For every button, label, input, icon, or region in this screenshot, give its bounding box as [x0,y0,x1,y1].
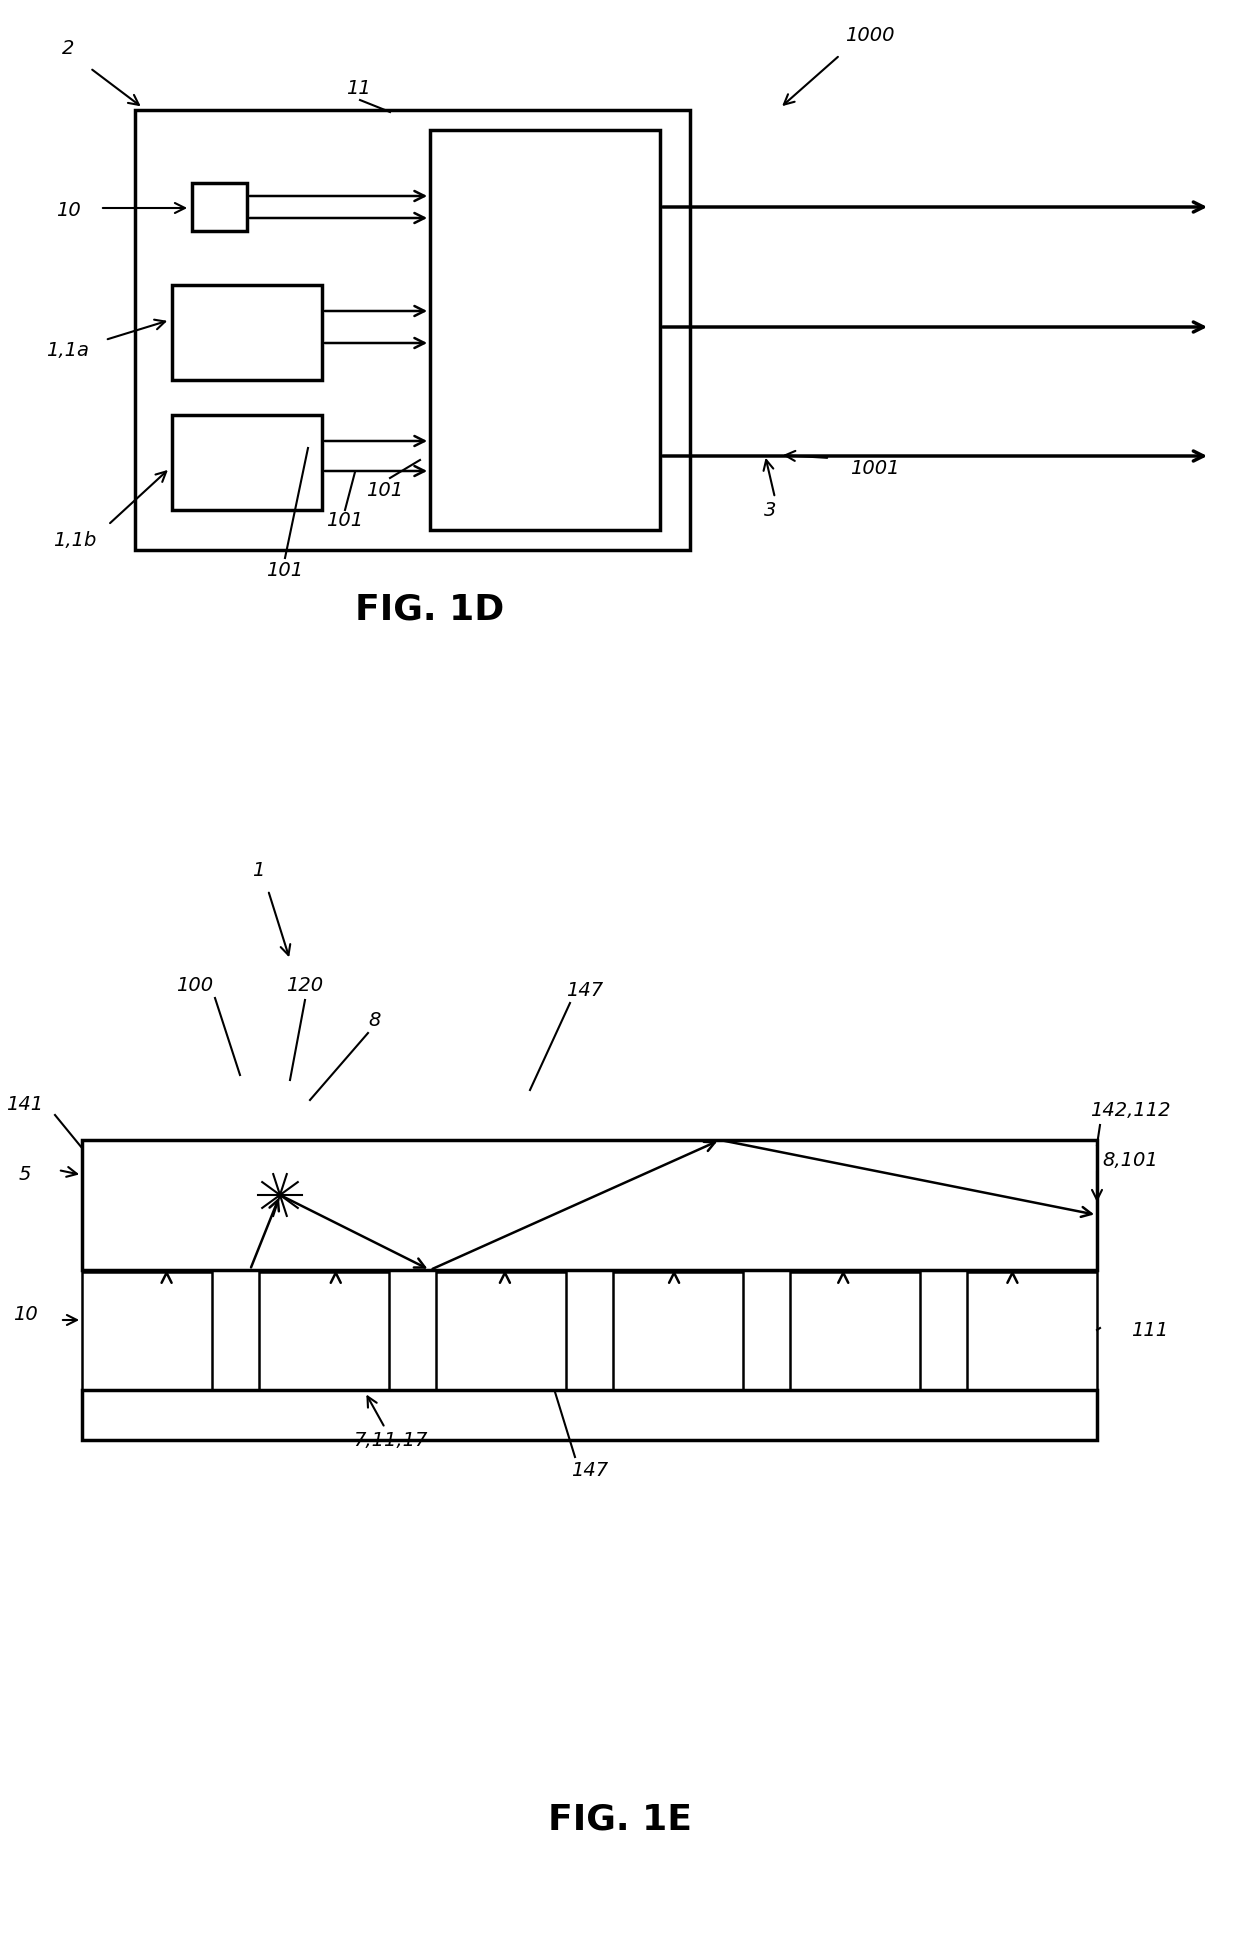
Bar [259,1271,389,1391]
Text: 101: 101 [367,480,403,500]
Bar [430,129,660,531]
Text: FIG. 1E: FIG. 1E [548,1802,692,1838]
Text: 11: 11 [346,78,371,98]
Text: 120: 120 [286,976,324,995]
Text: 1,1b: 1,1b [53,531,97,550]
Text: 100: 100 [176,976,213,995]
Text: 147: 147 [572,1461,609,1479]
Bar [82,1391,1097,1440]
Bar [436,1271,565,1391]
Text: 1001: 1001 [851,458,900,478]
Text: 101: 101 [326,511,363,529]
Text: 2: 2 [62,39,74,57]
Text: 3: 3 [764,500,776,519]
Text: 7,11,17: 7,11,17 [353,1430,428,1450]
Bar [192,182,247,231]
Text: 10: 10 [12,1305,37,1324]
Text: FIG. 1D: FIG. 1D [356,594,505,627]
Text: 1,1a: 1,1a [47,341,89,360]
Bar [613,1271,743,1391]
Text: 141: 141 [6,1095,43,1115]
Bar [82,1140,1097,1269]
Text: 5: 5 [19,1166,31,1185]
Text: 111: 111 [1131,1320,1168,1340]
Text: 10: 10 [56,200,81,219]
Bar [790,1271,920,1391]
Text: 101: 101 [267,560,304,580]
Text: 8,101: 8,101 [1102,1150,1158,1170]
Bar [967,1271,1097,1391]
Text: 1000: 1000 [846,25,895,45]
Text: 147: 147 [567,981,604,999]
Bar [82,1271,212,1391]
Text: 8: 8 [368,1011,381,1030]
Bar [135,110,689,550]
Text: 1: 1 [252,860,264,880]
Text: 142,112: 142,112 [1090,1101,1171,1119]
Bar [172,284,322,380]
Bar [172,415,322,509]
